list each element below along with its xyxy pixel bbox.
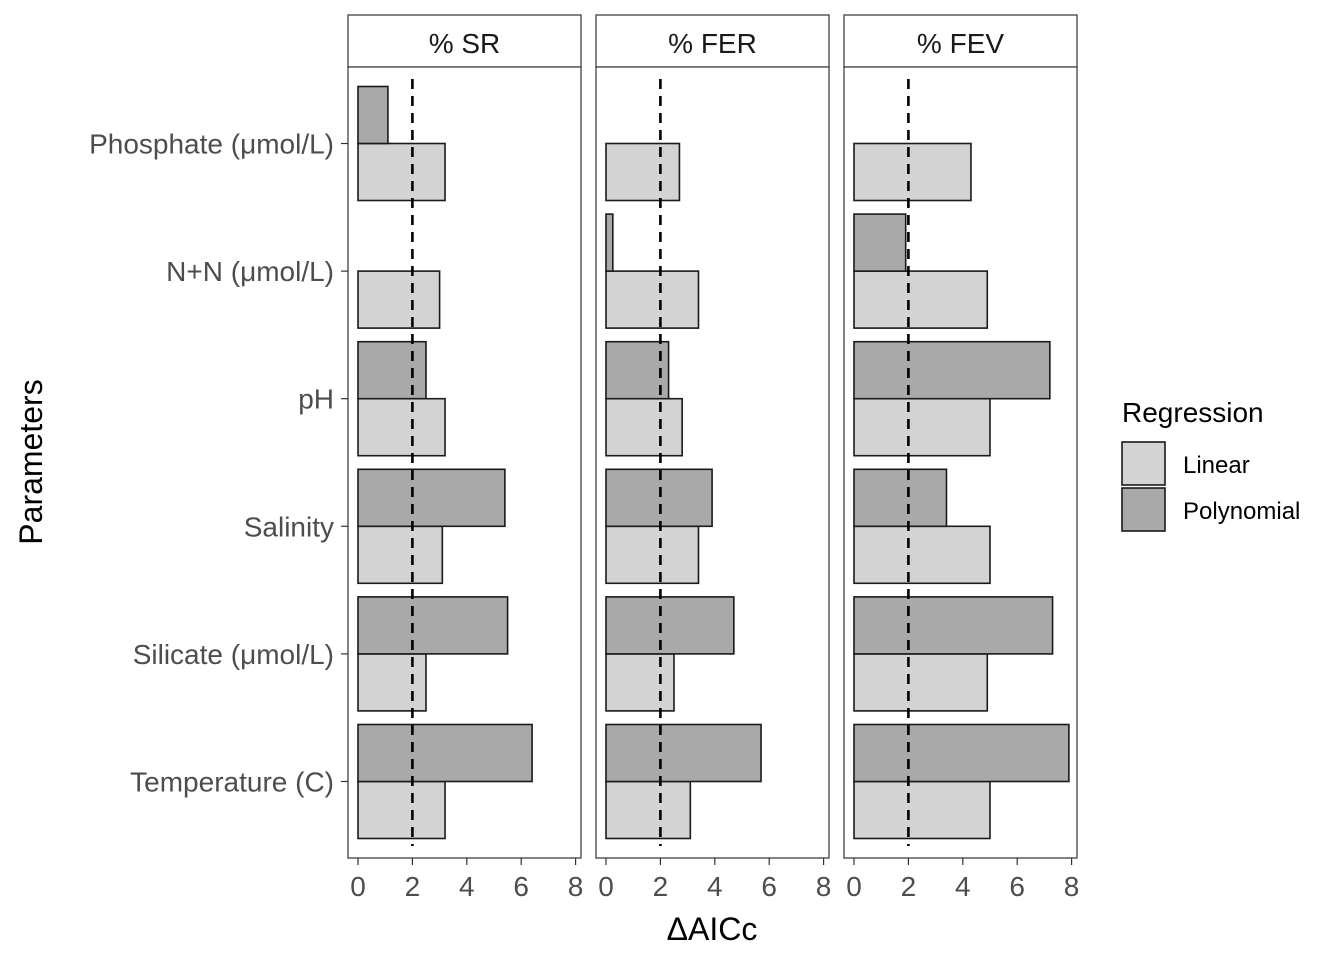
x-tick-label: 8 [1064, 871, 1080, 902]
x-tick-label: 2 [653, 871, 669, 902]
legend-items: Linear Polynomial [1121, 441, 1300, 532]
legend-label-linear: Linear [1183, 452, 1250, 479]
bar-linear-phosphate-mol-l [357, 142, 446, 202]
x-tick-label: 4 [707, 871, 723, 902]
x-tick-label: 0 [598, 871, 614, 902]
legend-key-polynomial [1121, 487, 1166, 532]
y-tick-label-silicate-mol-l: Silicate (μmol/L) [133, 639, 334, 670]
x-tick-label: 6 [513, 871, 529, 902]
bar-linear-ph [605, 397, 683, 457]
bar-linear-silicate-mol-l [605, 653, 675, 712]
y-axis: Phosphate (μmol/L) N+N (μmol/L) pH Salinity… [89, 129, 348, 798]
facet-sr: % SR 0 2 4 6 8 [347, 14, 584, 902]
legend-title: Regression [1122, 397, 1264, 428]
x-tick-label: 6 [1009, 871, 1025, 902]
bar-polynomial-silicate-mol-l [357, 596, 509, 655]
facet-strip-label: % FEV [917, 28, 1004, 59]
bar-linear-ph [357, 397, 446, 457]
legend: Regression Linear Polynomial [1121, 397, 1300, 532]
facet-strip [595, 14, 830, 68]
bar-polynomial-silicate-mol-l [853, 596, 1054, 655]
x-tick-label: 2 [901, 871, 917, 902]
bar-polynomial-n-n-mol-l [605, 213, 614, 272]
x-tick-label: 0 [350, 871, 366, 902]
x-tick-label: 4 [459, 871, 475, 902]
bar-polynomial-phosphate-mol-l [357, 85, 389, 145]
y-axis-title: Parameters [13, 379, 49, 544]
x-tick-label: 2 [405, 871, 421, 902]
x-tick-label: 6 [761, 871, 777, 902]
bar-linear-n-n-mol-l [605, 270, 700, 329]
bar-polynomial-temperature-c [605, 723, 762, 783]
bar-polynomial-temperature-c [357, 723, 533, 783]
facet-strip-label: % SR [429, 28, 501, 59]
x-tick-label: 8 [816, 871, 832, 902]
bar-linear-salinity [853, 525, 991, 585]
bar-linear-temperature-c [357, 780, 446, 840]
bar-polynomial-temperature-c [853, 723, 1070, 783]
bar-polynomial-n-n-mol-l [853, 213, 907, 272]
bar-linear-salinity [605, 525, 700, 585]
bar-polynomial-salinity [853, 468, 948, 528]
bar-linear-phosphate-mol-l [853, 142, 972, 202]
bar-linear-ph [853, 397, 991, 457]
facet-strip [347, 14, 582, 68]
bar-linear-silicate-mol-l [357, 653, 427, 712]
y-tick-label-n-n-mol-l: N+N (μmol/L) [166, 256, 334, 287]
bar-linear-temperature-c [605, 780, 692, 840]
legend-label-polynomial: Polynomial [1183, 498, 1300, 525]
y-tick-label-ph: pH [298, 384, 334, 415]
bar-polynomial-ph [853, 340, 1051, 400]
y-tick-label-temperature-c: Temperature (C) [130, 767, 334, 798]
x-tick-label: 8 [568, 871, 584, 902]
bar-linear-temperature-c [853, 780, 991, 840]
bar-polynomial-ph [605, 340, 670, 400]
facet-strip [843, 14, 1078, 68]
bar-polynomial-salinity [605, 468, 713, 528]
bar-linear-salinity [357, 525, 444, 585]
facet-fer: % FER 0 2 4 6 8 [595, 14, 832, 902]
bar-linear-n-n-mol-l [357, 270, 441, 329]
facet-strip-label: % FER [668, 28, 757, 59]
legend-key-linear [1121, 441, 1166, 486]
x-tick-label: 0 [846, 871, 862, 902]
x-axis-title: ΔAICc [667, 911, 758, 947]
bar-linear-n-n-mol-l [853, 270, 989, 329]
bar-linear-phosphate-mol-l [605, 142, 681, 202]
y-tick-label-phosphate-mol-l: Phosphate (μmol/L) [89, 129, 334, 160]
facet-panels: % SR 0 2 4 6 8 % FER 0 2 4 6 8 % FEV 0 2 4 6 8 [347, 14, 1080, 902]
facet-fev: % FEV 0 2 4 6 8 [843, 14, 1080, 902]
bar-polynomial-ph [357, 340, 427, 400]
x-tick-label: 4 [955, 871, 971, 902]
bar-linear-silicate-mol-l [853, 653, 989, 712]
bar-polynomial-silicate-mol-l [605, 596, 735, 655]
y-tick-label-salinity: Salinity [244, 511, 334, 542]
bar-polynomial-salinity [357, 468, 506, 528]
